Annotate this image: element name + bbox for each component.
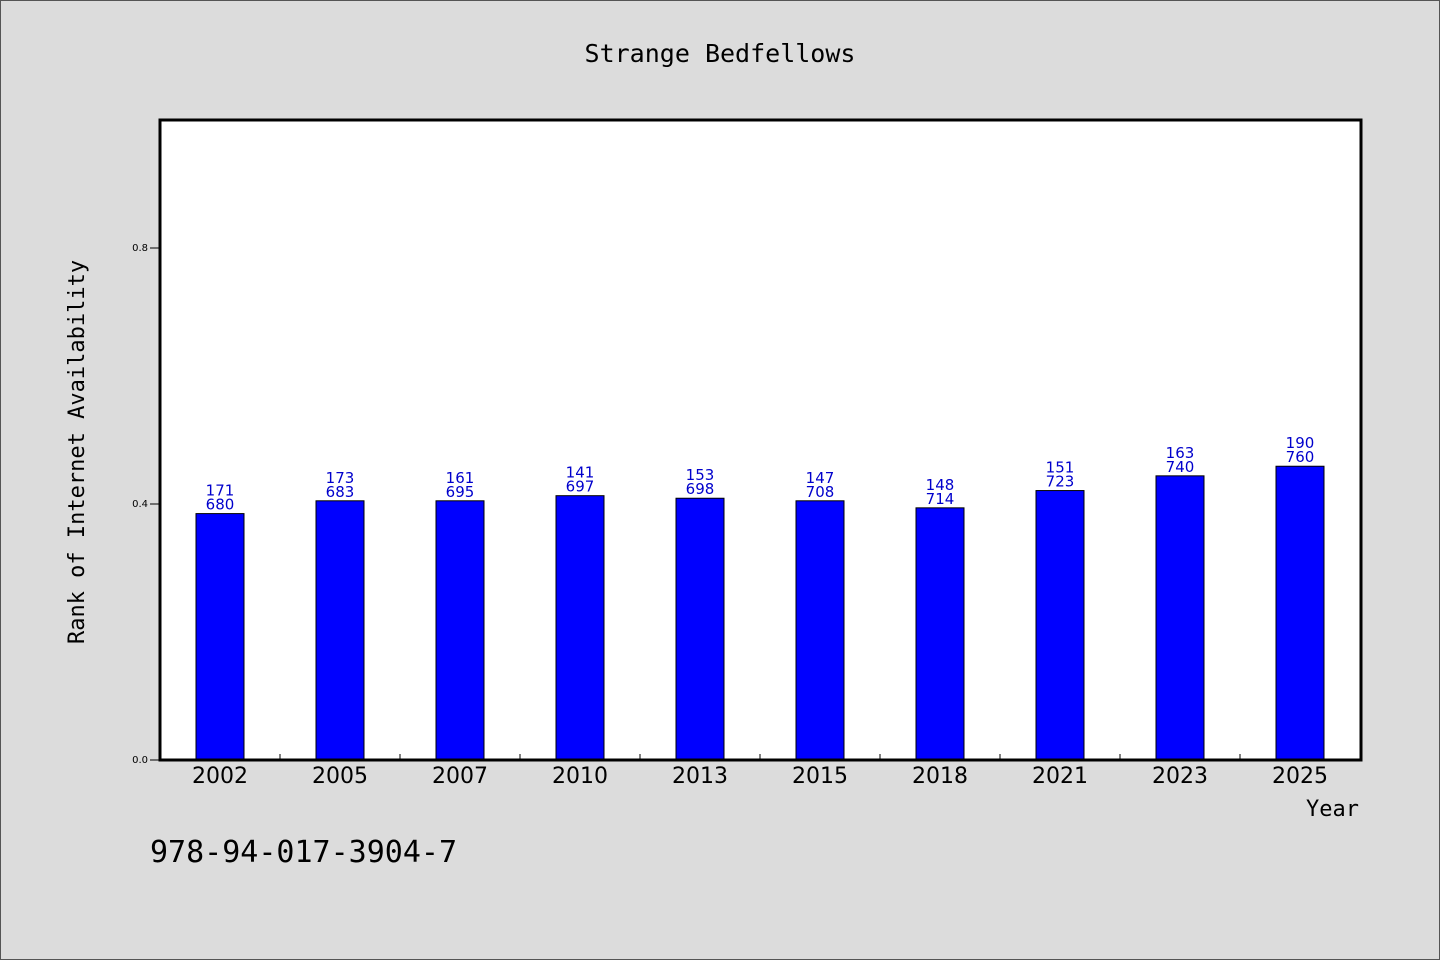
bar-2025 [1275,465,1325,761]
x-tick-label-2021: 2021 [1032,764,1088,789]
bar-2013 [675,497,725,761]
chart-title: Strange Bedfellows [585,39,856,68]
data-label-bottom-2013: 698 [686,480,715,498]
x-ticks-group: 2002 2005 2007 2010 2013 2015 2018 2021 2023 2025 [192,754,1328,789]
x-tick-label-2025: 2025 [1272,764,1328,789]
x-tick-label-2002: 2002 [192,764,248,789]
data-label-top-2015: 147 [806,469,835,487]
x-tick-label-2018: 2018 [912,764,968,789]
data-label-top-2002: 171 [206,482,235,500]
bars-group [195,465,1325,761]
x-tick-label-2007: 2007 [432,764,488,789]
bar-2002 [195,513,245,761]
x-tick-label-2005: 2005 [312,764,368,789]
x-tick-label-2023: 2023 [1152,764,1208,789]
data-label-top-2021: 151 [1046,459,1075,477]
data-label-bottom-2010: 697 [566,478,595,496]
data-label-bottom-2005: 683 [326,483,355,501]
y-tick-label: 0.8 [132,243,148,254]
y-axis-label: Rank of Internet Availability [65,260,90,644]
x-tick-label-2015: 2015 [792,764,848,789]
data-label-top-2018: 148 [926,476,955,494]
data-label-bottom-2002: 680 [206,496,235,514]
bar-2023 [1155,475,1205,761]
bar-2007 [435,500,485,761]
bar-2005 [315,500,365,761]
y-tick-label: 0.4 [132,499,148,510]
data-label-bottom-2021: 723 [1046,473,1075,491]
data-label-top-2025: 190 [1286,434,1315,452]
data-label-bottom-2018: 714 [926,490,955,508]
data-label-top-2023: 163 [1166,444,1195,462]
data-label-bottom-2007: 695 [446,483,475,501]
data-label-top-2005: 173 [326,469,355,487]
data-label-bottom-2023: 740 [1166,458,1195,476]
data-label-bottom-2015: 708 [806,483,835,501]
bar-2010 [555,495,605,761]
data-label-top-2010: 141 [566,464,595,482]
y-tick-label: 0.0 [132,755,148,766]
bar-2018 [915,507,965,761]
bar-2021 [1035,490,1085,761]
y-ticks-group: 0.0 0.4 0.8 [132,243,160,766]
data-label-top-2013: 153 [686,466,715,484]
data-label-top-2007: 161 [446,469,475,487]
x-tick-label-2013: 2013 [672,764,728,789]
isbn-text: 978-94-017-3904-7 [150,835,457,870]
plot-border [158,118,1363,762]
data-label-bottom-2025: 760 [1286,448,1315,466]
x-axis-label: Year [1306,797,1359,822]
x-tick-label-2010: 2010 [552,764,608,789]
bar-2015 [795,500,845,761]
